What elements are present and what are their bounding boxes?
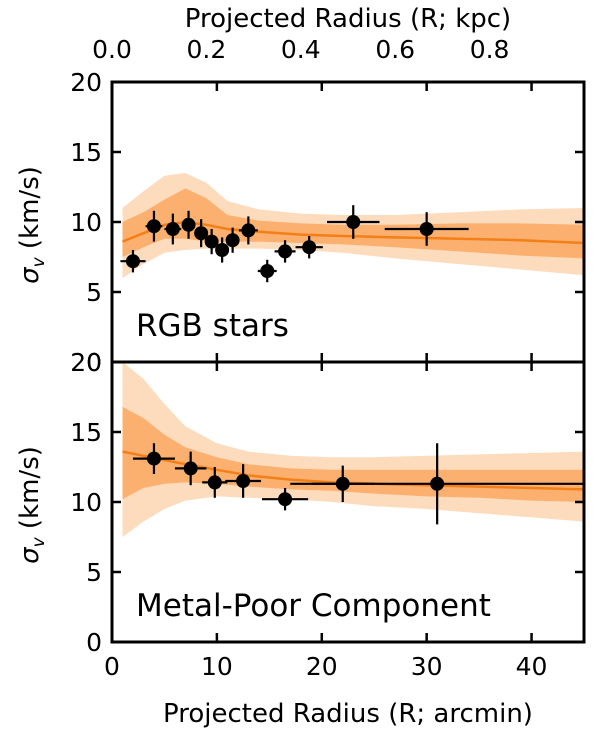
data-point-3 (202, 467, 228, 498)
x-axis-label: Projected Radius (R; arcmin) (163, 699, 533, 729)
data-point-5 (261, 488, 309, 511)
data-point-1 (120, 250, 146, 273)
data-marker (204, 234, 219, 249)
data-point-4 (181, 210, 196, 239)
top-x-tick-label: 0.0 (92, 35, 132, 64)
data-marker (225, 233, 240, 248)
top-x-tick-label: 0.4 (281, 35, 321, 64)
data-point-8 (225, 227, 240, 253)
data-point-2 (145, 210, 163, 242)
median-model-line (122, 450, 584, 491)
x-tick-label: 40 (516, 652, 548, 681)
data-marker (183, 461, 198, 476)
top-x-tick-label: 0.6 (375, 35, 415, 64)
data-marker (236, 474, 251, 488)
data-marker (215, 243, 230, 257)
data-point-9 (238, 216, 258, 245)
rgb-stars-panel: 0 5 10 15 20 0.0 0.2 0.4 0.6 0.8 RGB stars Projec… (15, 4, 586, 377)
data-marker (146, 451, 161, 466)
y-tick-label: 0 (86, 628, 102, 657)
data-marker (194, 226, 209, 241)
rgb-panel-label: RGB stars (136, 308, 289, 344)
y-tick-label: 20 (70, 68, 102, 97)
data-marker (146, 219, 161, 234)
data-point-3 (164, 213, 182, 245)
data-marker (260, 264, 275, 278)
metal-poor-model-bands (122, 362, 584, 537)
data-marker (241, 223, 256, 238)
data-point-13 (327, 205, 380, 239)
data-point-4 (225, 464, 261, 498)
y-tick-label: 10 (70, 208, 102, 237)
data-point-12 (295, 236, 323, 259)
data-marker (207, 475, 222, 490)
y-tick-label: 15 (70, 138, 102, 167)
metal-poor-data-points (132, 443, 584, 525)
data-point-1 (132, 443, 175, 474)
data-marker (346, 215, 361, 229)
data-marker (419, 222, 434, 236)
x-tick-label: 30 (411, 652, 443, 681)
data-marker (278, 492, 293, 507)
top-x-tick-label: 0.8 (470, 35, 510, 64)
y-tick-label: 5 (86, 278, 102, 307)
median-model-line (122, 220, 584, 245)
data-point-6 (204, 229, 219, 255)
rgb-y-axis-label: σv (km/s) (15, 166, 49, 284)
metal-poor-panel-frame (110, 360, 586, 644)
data-point-2 (174, 451, 207, 486)
x-tick-label: 0 (104, 652, 120, 681)
data-point-14 (384, 212, 469, 246)
y-tick-label: 10 (70, 488, 102, 517)
data-marker (125, 254, 140, 269)
top-axis-label: Projected Radius (R; kpc) (185, 4, 511, 34)
data-marker (165, 222, 180, 236)
data-marker (302, 240, 317, 255)
data-point-5 (194, 219, 209, 248)
metal-poor-y-axis-label: σv (km/s) (15, 446, 49, 564)
metal-poor-panel-label: Metal-Poor Component (136, 588, 491, 624)
data-marker (430, 476, 445, 491)
rgb-data-points (120, 205, 469, 283)
top-x-tick-label: 0.2 (187, 35, 227, 64)
x-tick-label: 20 (306, 652, 338, 681)
data-marker (278, 244, 293, 259)
x-tick-label: 10 (201, 652, 233, 681)
y-tick-label: 20 (70, 348, 102, 377)
y-tick-label: 5 (86, 558, 102, 587)
y-tick-label: 0 (86, 348, 102, 377)
data-point-10 (257, 259, 277, 283)
data-point-11 (274, 240, 296, 263)
y-tick-label: 15 (70, 418, 102, 447)
data-point-7 (215, 237, 230, 263)
data-marker (181, 217, 196, 232)
rgb-axis-ticks: 0 5 10 15 20 0.0 0.2 0.4 0.6 0.8 (70, 35, 584, 377)
data-point-7 (290, 443, 584, 525)
